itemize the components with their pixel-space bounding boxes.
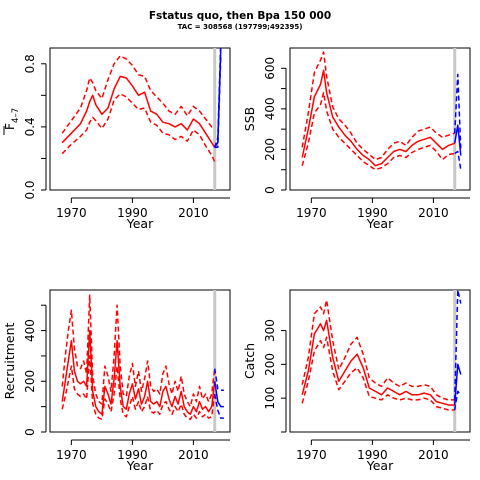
- y-tick-label: 300: [263, 319, 277, 342]
- projection-mid: [453, 363, 462, 406]
- projection-upper: [453, 73, 462, 150]
- y-axis-title: Catch: [242, 343, 257, 379]
- series-upper: [61, 55, 216, 134]
- projection-mid: [453, 124, 462, 156]
- x-tick-label: 1970: [56, 206, 87, 220]
- chart-panel-1: 1970 1990 2010 0.0 0.4 0.8 Year F4–7: [2, 47, 231, 231]
- series-lower: [301, 336, 455, 411]
- chart-panel-2: 1970 1990 2010 0 200 400 600 Year SSB: [242, 47, 471, 231]
- projection-upper: [453, 290, 462, 400]
- plot-area: [301, 48, 462, 190]
- plot-frame: [289, 289, 471, 433]
- projection-mid: [213, 381, 224, 408]
- chart-panel-4: 1970 1990 2010 100 200 300 Year Catch: [242, 289, 471, 473]
- plot-area: [61, 290, 224, 432]
- y-axis-title: SSB: [242, 107, 257, 131]
- series-upper: [301, 51, 455, 161]
- projection-upper: [213, 368, 224, 391]
- figure-title: Fstatus quo, then Bpa 150 000: [148, 10, 332, 22]
- x-tick-label: 1990: [357, 448, 388, 462]
- y-tick-label: 200: [263, 138, 277, 161]
- y-tick-label: 200: [23, 370, 37, 393]
- y-tick-label: 0.0: [23, 180, 37, 199]
- series-lower: [61, 355, 216, 421]
- series-lower: [61, 93, 216, 162]
- projection-lower: [453, 390, 462, 411]
- y-axis-title: F4–7: [2, 108, 21, 130]
- x-tick-label: 2010: [178, 448, 209, 462]
- plot-frame: [49, 289, 231, 433]
- series-estimate: [301, 319, 455, 406]
- series-lower: [301, 91, 455, 171]
- series-estimate: [61, 329, 216, 416]
- y-tick-label: 0: [23, 428, 37, 436]
- x-tick-label: 1990: [117, 448, 148, 462]
- x-tick-label: 1970: [296, 206, 327, 220]
- x-tick-label: 2010: [178, 206, 209, 220]
- x-tick-label: 1990: [117, 206, 148, 220]
- y-tick-label: 0.4: [23, 117, 37, 136]
- series-upper: [61, 294, 216, 408]
- y-tick-label: 400: [23, 319, 37, 342]
- y-tick-label: 0.8: [23, 54, 37, 73]
- x-tick-label: 2010: [418, 206, 449, 220]
- x-tick-label: 1970: [56, 448, 87, 462]
- x-tick-label: 1990: [357, 206, 388, 220]
- y-tick-label: 0: [263, 186, 277, 194]
- projection-lower: [454, 150, 462, 170]
- x-axis-title: Year: [366, 216, 394, 231]
- x-axis-title: Year: [126, 458, 154, 473]
- y-tick-label: 400: [263, 97, 277, 120]
- plot-frame: [49, 47, 231, 191]
- y-axis-title-subscript: 4–7: [11, 108, 21, 123]
- plot-area: [301, 290, 462, 432]
- x-axis-title: Year: [126, 216, 154, 231]
- series-upper: [301, 299, 455, 401]
- y-axis-title-main: F: [2, 123, 17, 130]
- x-tick-label: 1970: [296, 448, 327, 462]
- plot-area: [61, 48, 222, 190]
- series-estimate: [61, 75, 216, 148]
- y-tick-label: 200: [263, 353, 277, 376]
- chart-panel-3: 1970 1990 2010 0 200 400 Year Recruitment: [2, 289, 231, 473]
- projection-lower: [213, 393, 224, 419]
- projection-lower: [214, 55, 222, 149]
- x-axis-title: Year: [366, 458, 394, 473]
- y-tick-label: 100: [263, 387, 277, 410]
- series-estimate: [301, 69, 455, 167]
- x-tick-label: 2010: [418, 448, 449, 462]
- y-tick-label: 600: [263, 57, 277, 80]
- plot-frame: [289, 47, 471, 191]
- y-axis-title: Recruitment: [2, 323, 17, 400]
- figure-subtitle: TAC = 308568 (197799;492395): [177, 23, 303, 31]
